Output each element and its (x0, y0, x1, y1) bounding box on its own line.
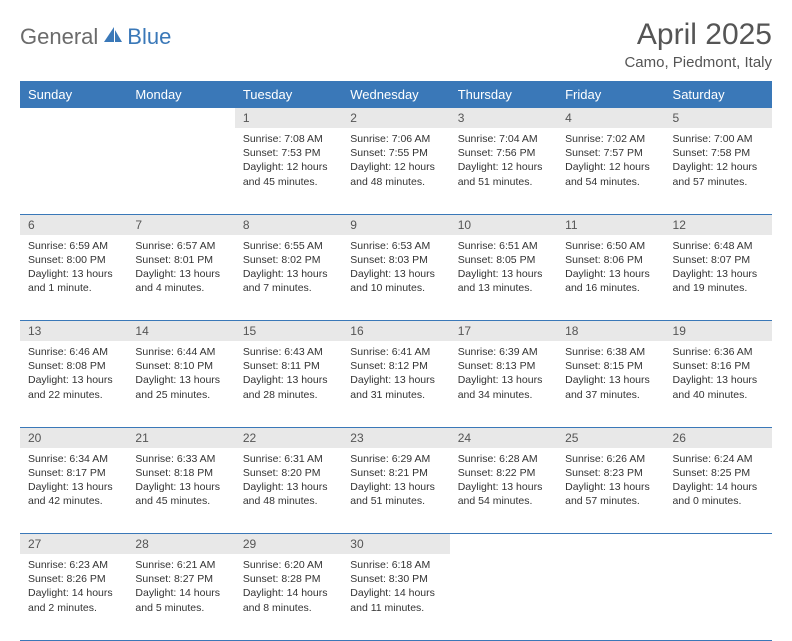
day-details: Sunrise: 6:31 AMSunset: 8:20 PMDaylight:… (235, 448, 342, 515)
day-details: Sunrise: 6:50 AMSunset: 8:06 PMDaylight:… (557, 235, 664, 302)
day-number: 15 (235, 321, 342, 341)
day-number: 10 (450, 215, 557, 235)
day-details: Sunrise: 7:02 AMSunset: 7:57 PMDaylight:… (557, 128, 664, 195)
day-content-row: Sunrise: 7:08 AMSunset: 7:53 PMDaylight:… (20, 128, 772, 214)
day-number: 11 (557, 215, 664, 235)
weekday-header: Saturday (665, 81, 772, 108)
weekday-header: Monday (127, 81, 234, 108)
day-details: Sunrise: 6:34 AMSunset: 8:17 PMDaylight:… (20, 448, 127, 515)
day-number: 30 (342, 534, 449, 554)
day-details: Sunrise: 6:20 AMSunset: 8:28 PMDaylight:… (235, 554, 342, 621)
day-details: Sunrise: 6:57 AMSunset: 8:01 PMDaylight:… (127, 235, 234, 302)
day-number: 25 (557, 428, 664, 448)
day-number: 12 (665, 215, 772, 235)
day-number-row: 27282930 (20, 534, 772, 555)
day-number: 20 (20, 428, 127, 448)
empty-cell (665, 534, 772, 555)
day-number: 8 (235, 215, 342, 235)
day-details: Sunrise: 6:26 AMSunset: 8:23 PMDaylight:… (557, 448, 664, 515)
day-details: Sunrise: 7:06 AMSunset: 7:55 PMDaylight:… (342, 128, 449, 195)
day-number: 18 (557, 321, 664, 341)
day-number: 24 (450, 428, 557, 448)
day-details: Sunrise: 6:29 AMSunset: 8:21 PMDaylight:… (342, 448, 449, 515)
empty-cell (450, 554, 557, 640)
day-details: Sunrise: 6:43 AMSunset: 8:11 PMDaylight:… (235, 341, 342, 408)
day-content-row: Sunrise: 6:46 AMSunset: 8:08 PMDaylight:… (20, 341, 772, 427)
day-number: 2 (342, 108, 449, 128)
day-number-row: 20212223242526 (20, 427, 772, 448)
day-details: Sunrise: 6:48 AMSunset: 8:07 PMDaylight:… (665, 235, 772, 302)
empty-cell (20, 108, 127, 128)
logo-text-general: General (20, 24, 98, 50)
day-content-row: Sunrise: 6:23 AMSunset: 8:26 PMDaylight:… (20, 554, 772, 640)
logo-text-blue: Blue (127, 24, 171, 50)
empty-cell (127, 128, 234, 214)
day-number: 13 (20, 321, 127, 341)
day-content-row: Sunrise: 6:59 AMSunset: 8:00 PMDaylight:… (20, 235, 772, 321)
day-details: Sunrise: 6:51 AMSunset: 8:05 PMDaylight:… (450, 235, 557, 302)
empty-cell (665, 554, 772, 640)
day-number: 19 (665, 321, 772, 341)
day-number: 22 (235, 428, 342, 448)
day-details: Sunrise: 6:18 AMSunset: 8:30 PMDaylight:… (342, 554, 449, 621)
day-number: 16 (342, 321, 449, 341)
weekday-header: Tuesday (235, 81, 342, 108)
day-details: Sunrise: 6:44 AMSunset: 8:10 PMDaylight:… (127, 341, 234, 408)
empty-cell (450, 534, 557, 555)
weekday-header: Wednesday (342, 81, 449, 108)
day-details: Sunrise: 6:28 AMSunset: 8:22 PMDaylight:… (450, 448, 557, 515)
weekday-header-row: SundayMondayTuesdayWednesdayThursdayFrid… (20, 81, 772, 108)
weekday-header: Thursday (450, 81, 557, 108)
day-details: Sunrise: 6:39 AMSunset: 8:13 PMDaylight:… (450, 341, 557, 408)
day-details: Sunrise: 6:38 AMSunset: 8:15 PMDaylight:… (557, 341, 664, 408)
day-number: 4 (557, 108, 664, 128)
day-number: 3 (450, 108, 557, 128)
weekday-header: Sunday (20, 81, 127, 108)
empty-cell (557, 534, 664, 555)
day-number: 14 (127, 321, 234, 341)
day-number: 27 (20, 534, 127, 554)
location-text: Camo, Piedmont, Italy (624, 54, 772, 71)
title-block: April 2025 Camo, Piedmont, Italy (624, 18, 772, 71)
day-number-row: 12345 (20, 108, 772, 128)
day-number: 5 (665, 108, 772, 128)
day-number: 26 (665, 428, 772, 448)
day-number: 28 (127, 534, 234, 554)
logo: General Blue (20, 24, 171, 50)
day-details: Sunrise: 7:08 AMSunset: 7:53 PMDaylight:… (235, 128, 342, 195)
day-number: 9 (342, 215, 449, 235)
day-number: 17 (450, 321, 557, 341)
day-details: Sunrise: 6:41 AMSunset: 8:12 PMDaylight:… (342, 341, 449, 408)
day-details: Sunrise: 6:33 AMSunset: 8:18 PMDaylight:… (127, 448, 234, 515)
calendar-table: SundayMondayTuesdayWednesdayThursdayFrid… (20, 81, 772, 641)
day-number-row: 6789101112 (20, 214, 772, 235)
day-number: 29 (235, 534, 342, 554)
day-details: Sunrise: 6:21 AMSunset: 8:27 PMDaylight:… (127, 554, 234, 621)
day-details: Sunrise: 6:36 AMSunset: 8:16 PMDaylight:… (665, 341, 772, 408)
logo-sail-icon (102, 25, 124, 50)
day-details: Sunrise: 7:04 AMSunset: 7:56 PMDaylight:… (450, 128, 557, 195)
day-number: 23 (342, 428, 449, 448)
weekday-header: Friday (557, 81, 664, 108)
day-details: Sunrise: 6:46 AMSunset: 8:08 PMDaylight:… (20, 341, 127, 408)
day-number: 6 (20, 215, 127, 235)
day-number: 7 (127, 215, 234, 235)
day-details: Sunrise: 7:00 AMSunset: 7:58 PMDaylight:… (665, 128, 772, 195)
day-details: Sunrise: 6:53 AMSunset: 8:03 PMDaylight:… (342, 235, 449, 302)
page-title: April 2025 (624, 18, 772, 52)
day-number: 1 (235, 108, 342, 128)
day-details: Sunrise: 6:59 AMSunset: 8:00 PMDaylight:… (20, 235, 127, 302)
empty-cell (20, 128, 127, 214)
empty-cell (557, 554, 664, 640)
day-details: Sunrise: 6:55 AMSunset: 8:02 PMDaylight:… (235, 235, 342, 302)
header: General Blue April 2025 Camo, Piedmont, … (20, 18, 772, 71)
day-number-row: 13141516171819 (20, 321, 772, 342)
day-details: Sunrise: 6:24 AMSunset: 8:25 PMDaylight:… (665, 448, 772, 515)
day-details: Sunrise: 6:23 AMSunset: 8:26 PMDaylight:… (20, 554, 127, 621)
day-number: 21 (127, 428, 234, 448)
calendar-body: 12345Sunrise: 7:08 AMSunset: 7:53 PMDayl… (20, 108, 772, 640)
day-content-row: Sunrise: 6:34 AMSunset: 8:17 PMDaylight:… (20, 448, 772, 534)
empty-cell (127, 108, 234, 128)
